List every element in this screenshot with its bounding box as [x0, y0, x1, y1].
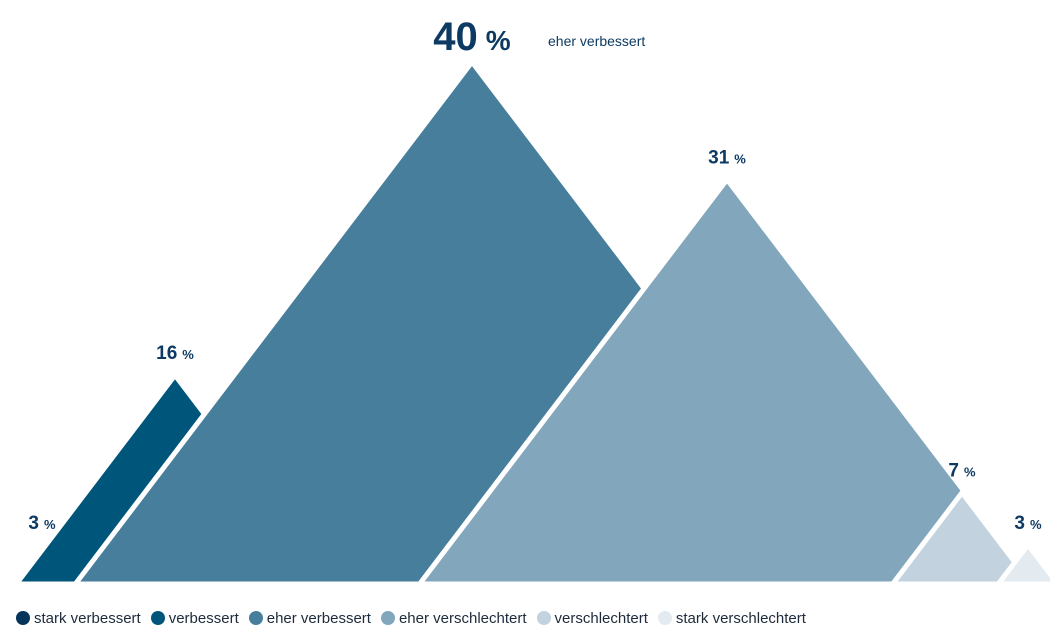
value-label-0: 3%: [28, 513, 56, 534]
legend-item-0: stark verbessert: [16, 610, 141, 627]
legend-dot-icon: [536, 611, 551, 625]
legend-dot-icon: [380, 611, 395, 625]
legend-label: stark verschlechtert: [675, 609, 806, 627]
legend-item-1: verbessert: [150, 609, 239, 627]
legend-dot-icon: [657, 611, 672, 625]
legend-dot-icon: [16, 611, 30, 625]
value-label-5: 3%: [1014, 513, 1042, 534]
legend-label: verschlechtert: [554, 609, 648, 627]
peak-5: [993, 540, 1050, 587]
legend-label: verbessert: [168, 609, 239, 627]
legend-dot-icon: [248, 611, 263, 625]
peak-4: [887, 488, 1037, 587]
value-label-1: 16%: [156, 343, 194, 364]
highlight-category-label: eher verbessert: [548, 33, 645, 49]
value-label-4: 7%: [948, 461, 976, 482]
value-label-3: 31%: [708, 147, 746, 168]
legend-label: eher verschlechtert: [398, 609, 527, 627]
legend: stark verbessert verbessert eher verbesser…: [16, 608, 806, 628]
legend-item-5: stark verschlechtert: [657, 609, 806, 627]
legend-item-3: eher verschlechtert: [380, 609, 527, 627]
legend-label: eher verbessert: [266, 609, 371, 627]
legend-dot-icon: [150, 611, 165, 625]
mountain-chart: 3 % 16 % 40% eher verbessert 31 % 7 % 3%: [7, 15, 1050, 587]
peak-3: [414, 175, 1040, 587]
legend-label: stark verbessert: [34, 609, 141, 627]
legend-item-4: verschlechtert: [536, 609, 648, 627]
legend-item-2: eher verbessert: [248, 609, 371, 627]
value-labels-group: 3 % 16 % 40% eher verbessert 31 % 7 % 3%: [28, 15, 1042, 534]
value-label-2: 40%: [433, 15, 511, 59]
peaks-group: [7, 57, 1050, 587]
